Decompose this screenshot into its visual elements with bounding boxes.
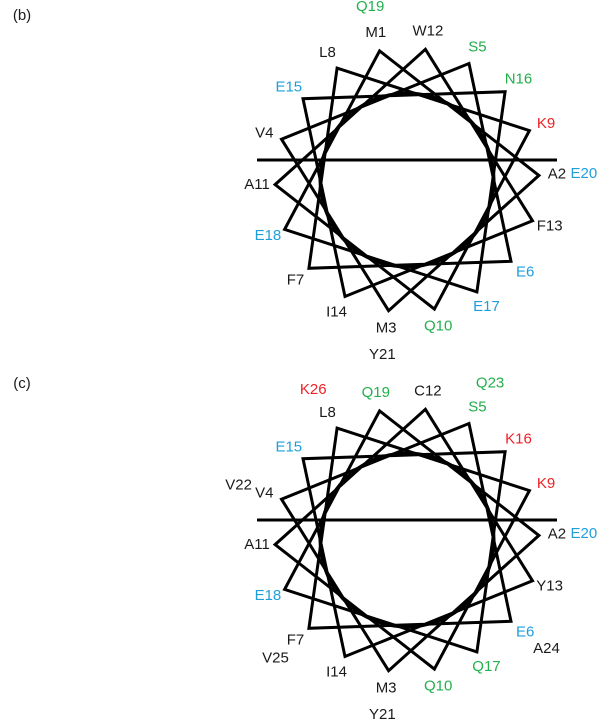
residue-label: Y21 <box>369 346 396 363</box>
residue-label: F7 <box>287 271 305 288</box>
residue-label: S5 <box>468 39 486 56</box>
residue-label: E17 <box>473 298 500 315</box>
panel-label: (b) <box>13 7 31 24</box>
residue-label: K26 <box>300 381 327 398</box>
residue-label: A11 <box>244 176 270 193</box>
residue-label: A2 <box>548 166 566 183</box>
residue-label: V22 <box>225 476 252 493</box>
residue-label: Q19 <box>356 0 384 15</box>
residue-label: E15 <box>275 439 302 456</box>
residue-label: K9 <box>537 475 555 492</box>
wheel-circle <box>318 91 496 269</box>
residue-label: I14 <box>326 663 347 680</box>
residue-label: L8 <box>319 44 336 61</box>
residue-label: E15 <box>275 79 302 96</box>
residue-label: E18 <box>255 227 282 244</box>
residue-label: V4 <box>255 125 273 142</box>
residue-label: Q10 <box>424 678 452 695</box>
panel-label: (c) <box>13 375 31 392</box>
residue-label: Q23 <box>476 375 504 392</box>
residue-label: E18 <box>255 587 282 604</box>
residue-label: Y21 <box>369 706 396 723</box>
residue-label: E20 <box>571 165 598 182</box>
residue-label: S5 <box>468 399 486 416</box>
residue-label: A11 <box>244 536 270 553</box>
residue-label: M1 <box>365 24 386 41</box>
residue-label: E20 <box>571 525 598 542</box>
residue-label: W12 <box>412 22 443 39</box>
wheel-star <box>272 406 542 674</box>
residue-label: M3 <box>376 320 397 337</box>
wheel-circle <box>318 451 496 629</box>
residue-label: K16 <box>505 431 532 448</box>
wheel-star <box>272 46 542 314</box>
residue-label: N16 <box>505 71 533 88</box>
residue-label: Q10 <box>424 318 452 335</box>
residue-label: I14 <box>326 303 347 320</box>
residue-label: Q19 <box>362 384 390 401</box>
residue-label: A2 <box>548 526 566 543</box>
residue-label: V25 <box>262 649 289 666</box>
residue-label: K9 <box>537 115 555 132</box>
residue-label: F7 <box>287 631 305 648</box>
residue-label: Y13 <box>536 577 563 594</box>
residue-label: F13 <box>537 217 563 234</box>
residue-label: L8 <box>319 404 336 421</box>
residue-label: E6 <box>516 263 534 280</box>
residue-label: C12 <box>414 382 442 399</box>
residue-label: M3 <box>376 680 397 697</box>
residue-label: V4 <box>255 485 273 502</box>
residue-label: A24 <box>533 640 560 657</box>
residue-label: Q17 <box>472 658 500 675</box>
residue-label: E6 <box>516 623 534 640</box>
